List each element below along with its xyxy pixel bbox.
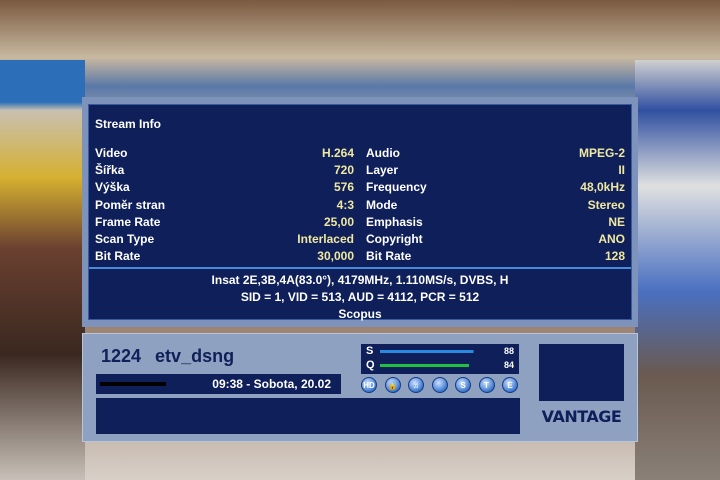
info-value: 48,0kHz: [580, 180, 625, 195]
info-value: 25,00: [323, 214, 354, 229]
info-value: NE: [608, 214, 625, 229]
info-value: 4:3: [336, 197, 354, 212]
info-row: Výška 576: [95, 179, 354, 196]
background-photo-left: [0, 60, 85, 480]
info-row: Bit Rate 128: [366, 248, 625, 265]
event-description: [96, 398, 520, 434]
info-row: Emphasis NE: [366, 214, 625, 231]
info-label: Poměr stran: [95, 197, 166, 212]
info-row: Šířka 720: [95, 162, 354, 179]
info-row: Bit Rate 30,000: [95, 248, 354, 265]
divider: [89, 267, 631, 270]
progress-bar: [100, 382, 167, 386]
background-photo-right: [635, 60, 720, 480]
info-row: Audio MPEG-2: [366, 145, 625, 162]
quality-value: 84: [503, 360, 514, 370]
transponder-info: Insat 2E,3B,4A(83.0°), 4179MHz, 1.110MS/…: [211, 273, 509, 288]
music-icon: ♫: [408, 377, 424, 393]
teletext-icon: T: [478, 377, 495, 393]
info-label: Bit Rate: [95, 249, 141, 264]
info-value: H.264: [321, 146, 354, 160]
provider: Scopus: [338, 307, 382, 322]
info-value: MPEG-2: [578, 146, 625, 160]
info-label: Layer: [366, 163, 399, 178]
info-row: Copyright ANO: [366, 231, 625, 248]
strength-bar: [380, 349, 486, 353]
datetime: 09:38 - Sobota, 20.02: [212, 377, 331, 391]
lock-icon: 🔒: [384, 377, 401, 393]
info-row: Video H.264: [95, 145, 354, 162]
quality-bar: [380, 363, 486, 367]
audio-info: Audio MPEG-2 Layer II Frequency 48,0kHz Mode St…: [366, 145, 625, 265]
info-row: Mode Stereo: [366, 197, 625, 214]
panel-title: Stream Info: [95, 117, 162, 131]
info-label: Scan Type: [95, 231, 155, 246]
strength-value: 88: [503, 346, 514, 356]
hd-icon: HD: [361, 377, 377, 393]
info-label: Frequency: [366, 180, 427, 195]
blank-icon: [431, 377, 448, 393]
status-icons: HD 🔒 ♫ S T E: [361, 377, 518, 393]
info-label: Audio: [366, 146, 400, 160]
channel-number: 1224: [101, 346, 142, 366]
info-value: ANO: [598, 231, 625, 246]
info-row: Frame Rate 25,00: [95, 214, 354, 231]
info-label: Mode: [366, 197, 398, 212]
brand-logo: VANTAGE: [541, 407, 622, 426]
info-row: Poměr stran 4:3: [95, 197, 354, 214]
info-label: Copyright: [366, 231, 423, 246]
info-row: Scan Type Interlaced: [95, 231, 354, 248]
info-label: Bit Rate: [366, 249, 412, 264]
time-bar: 09:38 - Sobota, 20.02: [96, 374, 341, 394]
info-value: 30,000: [317, 249, 354, 264]
info-value: 576: [333, 180, 354, 195]
preview-box: [539, 344, 624, 401]
strength-label: S: [366, 345, 374, 357]
stream-info-panel: Stream Info Video H.264 Šířka 720 Výška 576 Po…: [82, 97, 638, 327]
info-label: Emphasis: [366, 214, 423, 229]
info-value: Interlaced: [297, 231, 354, 246]
pid-info: SID = 1, VID = 513, AUD = 4112, PCR = 51…: [240, 290, 480, 305]
info-label: Výška: [95, 180, 130, 195]
info-value: 128: [604, 249, 625, 264]
info-label: Šířka: [95, 163, 125, 178]
info-row: Layer II: [366, 162, 625, 179]
quality-label: Q: [366, 359, 375, 371]
signal-meter: S 88 Q 84: [361, 344, 519, 374]
info-value: II: [618, 163, 625, 178]
info-label: Video: [95, 146, 128, 160]
video-info: Video H.264 Šířka 720 Výška 576 Poměr stran 4:3…: [95, 145, 366, 265]
channel-info-bar: 1224 etv_dsng 09:38 - Sobota, 20.02 S 88 Q…: [82, 333, 638, 442]
epg-icon: E: [502, 377, 518, 393]
info-row: Frequency 48,0kHz: [366, 179, 625, 196]
info-value: Stereo: [587, 197, 625, 212]
channel-name: etv_dsng: [155, 346, 235, 366]
subtitle-icon: S: [455, 377, 471, 393]
info-value: 720: [333, 163, 354, 178]
info-label: Frame Rate: [95, 214, 161, 229]
